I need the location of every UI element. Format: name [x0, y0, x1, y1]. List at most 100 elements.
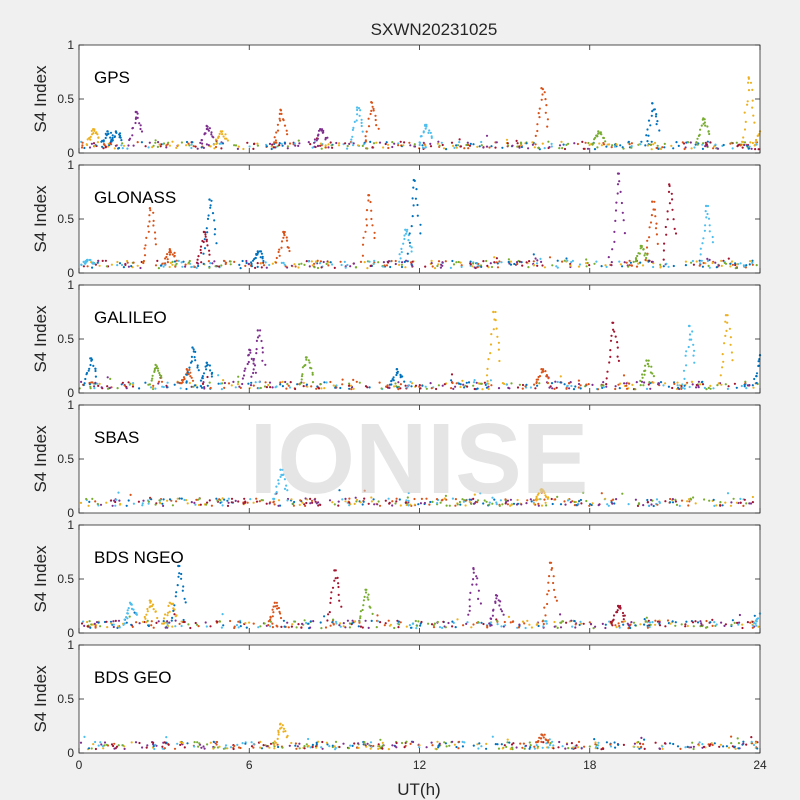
data-point — [339, 625, 342, 628]
data-point — [730, 742, 733, 745]
data-point — [455, 382, 458, 385]
data-point — [86, 625, 89, 628]
spike-point — [87, 369, 90, 372]
data-point — [339, 386, 342, 390]
spike-point — [194, 359, 197, 362]
spike-point — [205, 368, 208, 371]
panel-label: GALILEO — [94, 308, 167, 327]
data-point — [387, 261, 390, 264]
data-point — [687, 141, 690, 144]
data-point — [355, 498, 359, 501]
data-point — [697, 384, 700, 387]
spike-point — [535, 741, 538, 744]
data-point — [604, 626, 607, 630]
data-point — [307, 260, 310, 263]
data-point — [648, 259, 651, 262]
spike-point — [170, 619, 173, 622]
spike-point — [313, 145, 316, 148]
data-point — [500, 743, 503, 746]
data-point — [114, 747, 117, 750]
spike-point — [544, 614, 547, 617]
data-point — [305, 501, 308, 505]
spike-point — [700, 124, 703, 127]
data-point — [366, 147, 369, 150]
data-point — [399, 621, 402, 624]
data-point — [645, 387, 649, 390]
data-point — [749, 502, 753, 505]
spike-point — [367, 598, 370, 601]
spike-point — [279, 119, 282, 122]
data-point — [518, 383, 522, 386]
x-axis-label: UT(h) — [397, 780, 440, 799]
data-point — [298, 503, 301, 506]
spike-point — [152, 219, 155, 222]
data-point — [724, 501, 727, 504]
data-point — [106, 626, 109, 629]
data-point — [750, 147, 753, 150]
spike-point — [391, 378, 394, 381]
spike-point — [546, 118, 550, 121]
data-point — [394, 382, 397, 385]
data-point — [686, 500, 689, 503]
spike-point — [201, 239, 204, 243]
data-point — [425, 497, 428, 500]
spike-point — [213, 233, 216, 236]
spike-point — [109, 136, 112, 139]
spike-point — [600, 133, 603, 136]
spike-point — [643, 373, 646, 376]
data-point — [300, 626, 303, 629]
spike-point — [653, 108, 657, 111]
data-point — [563, 147, 567, 151]
spike-point — [468, 598, 471, 601]
data-point — [684, 264, 688, 267]
spike-point — [545, 495, 548, 498]
data-point — [252, 147, 255, 150]
spike-point — [365, 218, 368, 221]
data-point — [90, 381, 93, 384]
data-point — [308, 265, 311, 268]
data-point — [625, 384, 628, 387]
data-point — [438, 626, 442, 629]
data-point — [150, 620, 153, 623]
spike-point — [546, 593, 549, 596]
data-point — [301, 501, 304, 504]
data-point — [748, 260, 752, 263]
data-point — [570, 384, 573, 388]
data-point — [500, 625, 503, 628]
data-point — [307, 622, 310, 625]
data-point — [464, 499, 467, 502]
spike-point — [543, 733, 546, 736]
spike-point — [286, 734, 289, 738]
spike-point — [261, 346, 264, 349]
data-point — [319, 503, 322, 506]
data-point — [411, 382, 414, 385]
spike-point — [336, 576, 339, 580]
data-point — [577, 382, 581, 386]
spike-point — [136, 116, 139, 119]
data-point — [509, 747, 512, 751]
data-point — [597, 744, 600, 747]
data-point — [171, 263, 174, 266]
data-point — [605, 145, 608, 148]
spike-point — [634, 260, 638, 263]
data-point — [384, 499, 387, 502]
data-point — [444, 626, 447, 629]
data-point — [247, 262, 250, 265]
data-point — [221, 382, 224, 385]
data-point — [350, 388, 353, 391]
spike-point — [94, 131, 97, 135]
data-point — [676, 745, 680, 748]
data-point — [92, 743, 95, 746]
data-point — [325, 741, 328, 744]
data-point — [646, 626, 650, 629]
data-point — [545, 504, 548, 507]
data-point — [743, 143, 746, 147]
spike-point — [192, 348, 195, 351]
spike-point — [356, 113, 359, 116]
data-point — [524, 744, 528, 747]
y-tick-label: 0 — [67, 626, 74, 640]
data-point — [751, 501, 755, 504]
spike-point — [142, 259, 145, 263]
panel-plot-area — [79, 525, 760, 633]
data-point — [373, 259, 376, 262]
